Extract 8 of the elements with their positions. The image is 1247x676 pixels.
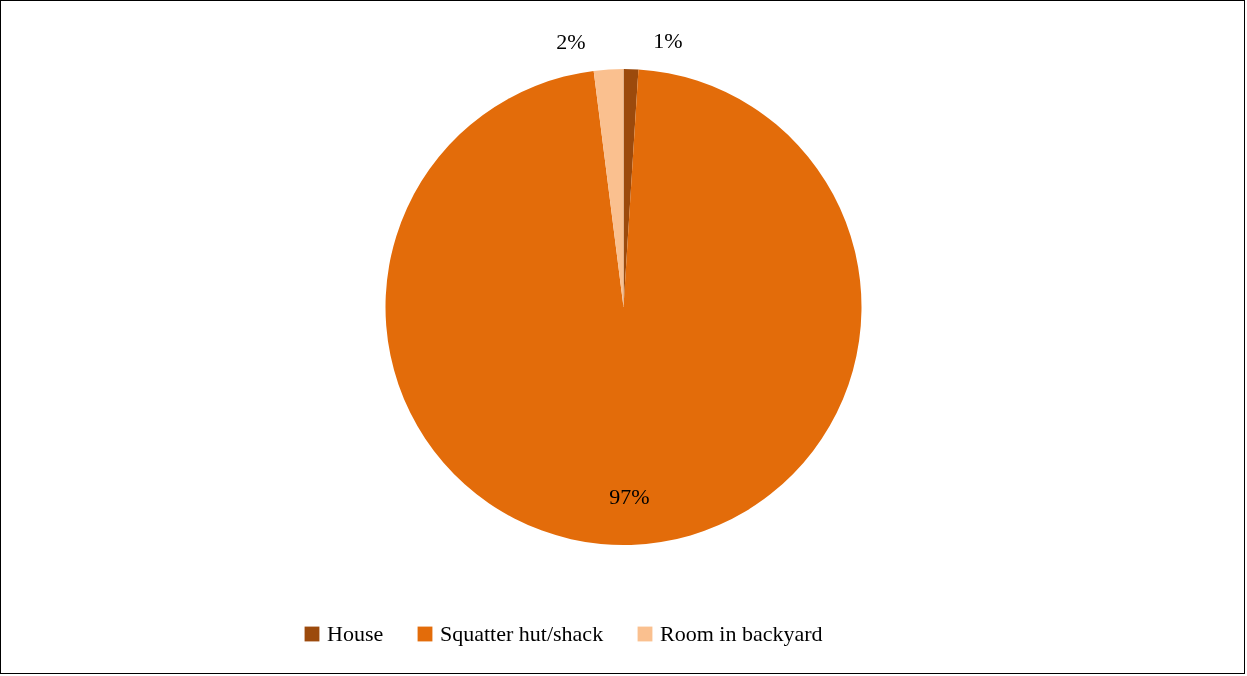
legend-label: House [327,621,384,646]
data-label: 97% [609,483,650,509]
data-label: 2% [556,28,586,54]
data-label: 1% [653,28,683,54]
legend-label: Room in backyard [660,621,823,646]
pie-slice [593,69,624,307]
pie-slice [385,69,862,545]
legend-label: Squatter hut/shack [440,621,604,646]
